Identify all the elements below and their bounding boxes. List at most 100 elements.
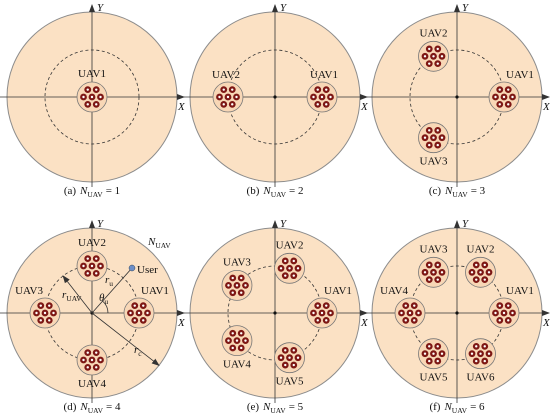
antenna-core bbox=[95, 88, 98, 91]
antenna-core bbox=[296, 267, 300, 270]
antenna-core bbox=[312, 311, 315, 315]
antenna-core bbox=[90, 264, 94, 268]
caption-subscript: UAV bbox=[270, 406, 286, 413]
antenna-core bbox=[86, 88, 89, 91]
r-u-label-subscript: u bbox=[109, 279, 113, 288]
uav-label: UAV3 bbox=[420, 243, 448, 255]
caption-symbol: N bbox=[443, 401, 452, 413]
antenna-core bbox=[133, 304, 136, 307]
r-c-label-subscript: c bbox=[138, 349, 142, 358]
r-uav-label-subscript: UAV bbox=[66, 294, 82, 303]
uav-label: UAV4 bbox=[380, 285, 408, 297]
antenna-core bbox=[240, 276, 243, 280]
antenna-core bbox=[99, 358, 102, 362]
antenna-core bbox=[428, 62, 431, 65]
uav-label: UAV1 bbox=[506, 285, 534, 297]
antenna-core bbox=[475, 345, 478, 348]
y-axis-label: Y bbox=[280, 218, 288, 230]
antenna-core bbox=[284, 363, 287, 367]
antenna-core bbox=[296, 356, 300, 359]
antenna-core bbox=[436, 129, 439, 132]
angle-arc bbox=[102, 300, 109, 314]
caption-symbol: N bbox=[79, 401, 88, 413]
antenna-core bbox=[511, 311, 514, 315]
caption-subscript: UAV bbox=[452, 406, 468, 413]
antenna-core bbox=[428, 129, 431, 132]
antenna-core bbox=[95, 272, 98, 275]
antenna-core bbox=[240, 291, 243, 294]
antenna-core bbox=[90, 358, 94, 362]
orbit-radius bbox=[62, 275, 93, 314]
uav-label: UAV2 bbox=[276, 239, 304, 251]
antenna-core bbox=[316, 103, 319, 106]
antenna-core bbox=[436, 263, 439, 267]
antenna-core bbox=[436, 47, 439, 51]
antenna-core bbox=[502, 95, 506, 99]
caption-subscript: UAV bbox=[87, 190, 103, 199]
antenna-core bbox=[137, 311, 141, 315]
uav-label: UAV6 bbox=[467, 372, 495, 384]
uav-label: UAV1 bbox=[506, 69, 534, 81]
coverage-radius bbox=[91, 312, 160, 366]
antenna-core bbox=[52, 311, 55, 315]
antenna-core bbox=[292, 349, 295, 352]
y-axis-label: Y bbox=[462, 2, 470, 14]
antenna-core bbox=[99, 264, 102, 268]
antenna-core bbox=[470, 352, 474, 355]
origin bbox=[455, 311, 459, 315]
y-axis-label: Y bbox=[462, 218, 470, 230]
antenna-core bbox=[507, 88, 510, 91]
antenna-core bbox=[288, 356, 291, 359]
uav-label: UAV5 bbox=[276, 376, 304, 388]
antenna-core bbox=[227, 284, 230, 287]
antenna-core bbox=[133, 319, 136, 322]
antenna-core bbox=[483, 359, 486, 363]
antenna-core bbox=[227, 339, 230, 342]
antenna-core bbox=[436, 359, 439, 363]
antenna-core bbox=[423, 136, 427, 139]
caption-equals: = 1 bbox=[106, 185, 120, 197]
theta-u-label-subscript: u bbox=[104, 297, 108, 306]
caption: (e) NUAV = 5 bbox=[247, 401, 304, 413]
antenna-core bbox=[507, 304, 510, 307]
antenna-core bbox=[483, 263, 486, 267]
antenna-core bbox=[483, 345, 486, 348]
caption: (d) NUAV = 4 bbox=[64, 401, 121, 413]
antenna-core bbox=[436, 278, 439, 281]
caption-tag: (e) bbox=[247, 401, 260, 413]
antenna-core bbox=[86, 257, 89, 260]
antenna-core bbox=[325, 319, 328, 322]
caption-equals: = 2 bbox=[289, 185, 303, 197]
antenna-core bbox=[316, 319, 319, 322]
caption: (a) NUAV = 1 bbox=[64, 185, 120, 199]
uav-label: UAV3 bbox=[15, 285, 43, 297]
uav-label: UAV2 bbox=[78, 237, 106, 249]
caption-symbol: N bbox=[79, 185, 88, 197]
antenna-core bbox=[440, 136, 444, 139]
antenna-core bbox=[325, 88, 328, 91]
antenna-core bbox=[288, 267, 291, 270]
antenna-core bbox=[95, 351, 98, 354]
antenna-core bbox=[440, 55, 444, 58]
uav-label: UAV1 bbox=[141, 285, 169, 297]
n-uav-label-symbol: N bbox=[147, 236, 156, 248]
antenna-core bbox=[511, 95, 514, 99]
uav-label: UAV4 bbox=[78, 378, 106, 390]
antenna-core bbox=[423, 352, 427, 355]
antenna-core bbox=[432, 55, 435, 58]
antenna-core bbox=[423, 55, 427, 58]
caption-subscript: UAV bbox=[88, 406, 104, 413]
antenna-core bbox=[494, 311, 497, 315]
antenna-core bbox=[483, 278, 486, 281]
caption-tag: (d) bbox=[64, 401, 77, 413]
antenna-core bbox=[146, 311, 149, 315]
antenna-core bbox=[95, 366, 98, 369]
x-axis-label: X bbox=[360, 101, 369, 113]
antenna-core bbox=[292, 274, 295, 277]
antenna-core bbox=[502, 311, 506, 315]
antenna-core bbox=[423, 271, 427, 274]
antenna-core bbox=[231, 88, 234, 91]
antenna-core bbox=[417, 311, 420, 315]
origin bbox=[273, 95, 277, 99]
antenna-core bbox=[507, 319, 510, 322]
